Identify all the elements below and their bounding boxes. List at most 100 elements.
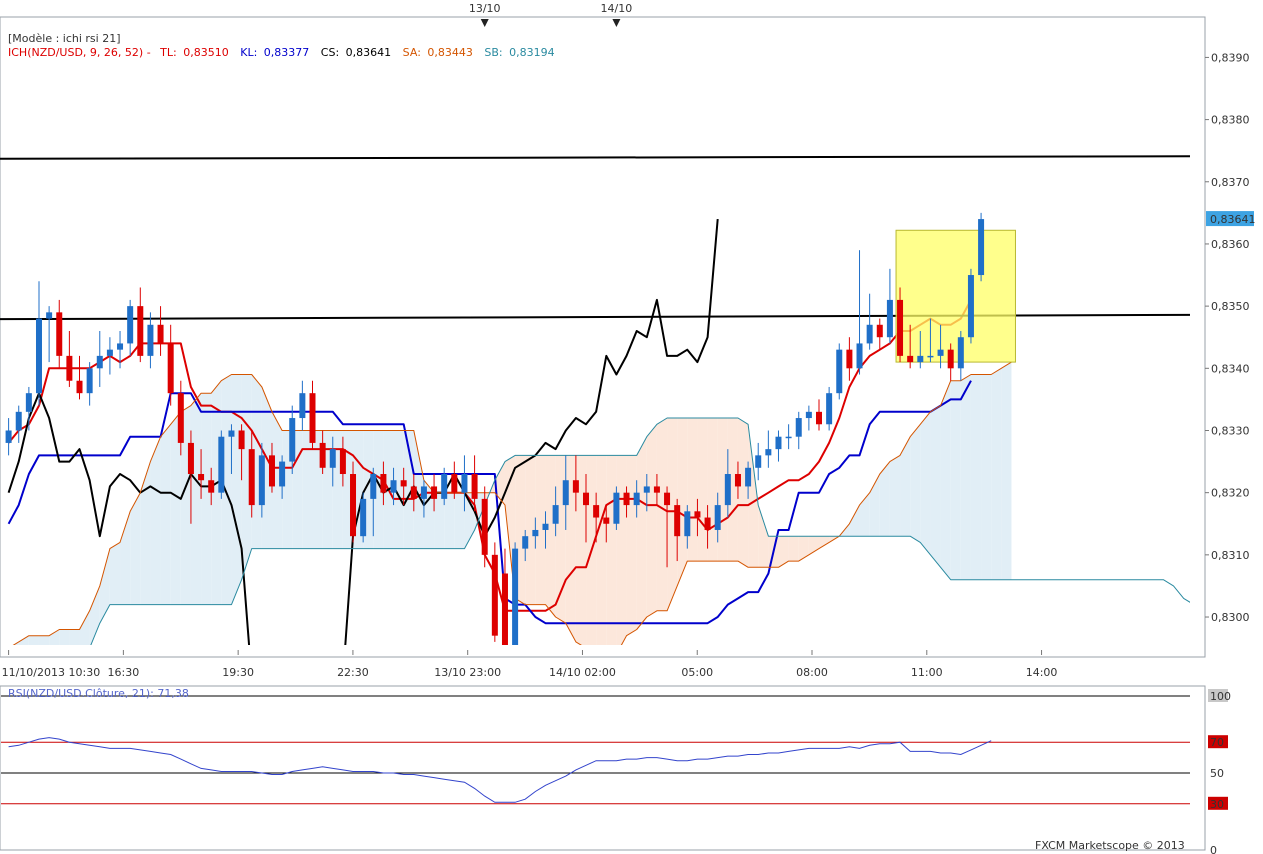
date-markers: 13/10 14/10 xyxy=(469,2,632,27)
cloud-segment xyxy=(89,585,100,645)
date-marker-label: 13/10 xyxy=(469,2,501,15)
cloud-segment xyxy=(302,430,313,549)
candle-body xyxy=(147,324,154,356)
legend-tl-value: 0,83510 xyxy=(183,46,229,59)
candle-body xyxy=(157,324,164,344)
cloud-segment xyxy=(59,629,70,645)
candle-body xyxy=(117,343,124,350)
candle-body xyxy=(177,393,184,443)
y-tick-label: 0,8320 xyxy=(1211,487,1250,500)
candle-body xyxy=(562,480,569,506)
y-tick-label: 0,8340 xyxy=(1211,362,1250,375)
candle-body xyxy=(461,474,468,493)
cloud-segment xyxy=(444,492,455,549)
x-tick-label: 16:30 xyxy=(108,666,140,679)
legend-kl-label: KL: xyxy=(240,46,257,59)
candle-body xyxy=(937,349,944,356)
cloud-segment xyxy=(677,418,688,586)
cloud-segment xyxy=(889,455,901,537)
cloud-segment xyxy=(656,418,668,611)
cloud-segment xyxy=(879,461,890,537)
candle-body xyxy=(299,393,306,419)
candle-body xyxy=(167,343,174,394)
cloud-segment xyxy=(808,536,819,555)
time-axis: 11/10/2013 10:30 16:30 19:30 22:30 13/10 23:… xyxy=(2,650,1057,679)
highlight-box xyxy=(895,229,1016,363)
highlight-annotation xyxy=(895,229,1016,363)
rsi-line xyxy=(8,737,992,803)
candle-body xyxy=(775,436,782,450)
date-marker-arrow xyxy=(612,19,621,27)
candle-body xyxy=(5,430,12,443)
cloud-segment xyxy=(900,436,911,537)
cloud-segment xyxy=(454,492,465,549)
indicator-legend: ICH(NZD/USD, 9, 26, 52) - TL: 0,83510 KL… xyxy=(8,46,555,59)
candle-body xyxy=(228,430,235,437)
candle-body xyxy=(491,554,498,636)
x-tick-label: 05:00 xyxy=(681,666,713,679)
legend-sb-label: SB: xyxy=(484,46,502,59)
x-tick-label: 14/10 02:00 xyxy=(549,666,616,679)
rsi-tick-label: 100 xyxy=(1210,690,1231,703)
x-tick-label: 11:00 xyxy=(911,666,943,679)
legend-cs-label: CS: xyxy=(321,46,339,59)
cloud-segment xyxy=(170,411,181,605)
candle-body xyxy=(816,411,822,425)
candlesticks xyxy=(5,212,985,645)
candle-body xyxy=(451,474,458,493)
candle-body xyxy=(501,573,508,645)
candle-body xyxy=(360,498,367,537)
candle-body xyxy=(583,492,590,506)
last-price-label: 0,83641 xyxy=(1210,213,1256,226)
rsi-tick-label: 0 xyxy=(1210,844,1217,854)
candle-body xyxy=(907,355,914,363)
price-axis: 0,8390 0,8380 0,8370 0,8360 0,8350 0,8340 0,83… xyxy=(1205,51,1256,624)
cloud-segment xyxy=(606,455,617,645)
candle-body xyxy=(329,449,336,468)
cloud-segment xyxy=(140,461,151,605)
series-line-kl xyxy=(7,380,972,625)
candle-body xyxy=(593,505,600,518)
cloud-segment xyxy=(616,455,627,645)
cloud-segment xyxy=(271,411,283,549)
legend-tl-label: TL: xyxy=(159,46,177,59)
legend-sa-value: 0,83443 xyxy=(427,46,473,59)
candle-body xyxy=(552,505,559,524)
cloud-segment xyxy=(130,492,141,605)
cloud-segment xyxy=(545,455,556,618)
candle-body xyxy=(431,486,438,499)
cloud-segment xyxy=(697,418,708,562)
cloud-segment xyxy=(109,542,121,605)
candle-body xyxy=(319,442,326,468)
candle-body xyxy=(522,536,529,549)
cloud-segment xyxy=(211,380,222,605)
candle-body xyxy=(380,474,387,493)
cloud-segment xyxy=(727,418,738,562)
cloud-segment xyxy=(18,635,29,645)
candle-body xyxy=(127,306,134,344)
cloud-segment xyxy=(707,418,718,562)
candle-body xyxy=(633,492,640,506)
rsi-panel: 100 70 50 30 0 xyxy=(1,689,1231,854)
candle-body xyxy=(25,393,32,412)
y-tick-label: 0,8360 xyxy=(1211,238,1250,251)
x-tick-label: 11/10/2013 10:30 xyxy=(2,666,101,679)
cloud-segment xyxy=(970,374,982,580)
last-price-badge xyxy=(1206,211,1254,227)
candle-body xyxy=(572,480,579,493)
template-label: [Modèle : ichi rsi 21] xyxy=(8,32,121,45)
candle-body xyxy=(96,355,103,369)
cloud-segment xyxy=(798,536,809,562)
candle-body xyxy=(603,517,610,524)
rsi-tick-label: 50 xyxy=(1210,767,1224,780)
cloud-segment xyxy=(950,380,961,580)
candle-body xyxy=(441,474,448,499)
series-line-sa xyxy=(12,361,1012,645)
cloud-segment xyxy=(920,411,931,555)
cloud-segment xyxy=(687,418,698,562)
candle-body xyxy=(674,505,681,537)
cloud-segment xyxy=(99,548,110,624)
cloud-segment xyxy=(940,380,951,580)
rsi-tick-label: 70 xyxy=(1210,736,1224,749)
